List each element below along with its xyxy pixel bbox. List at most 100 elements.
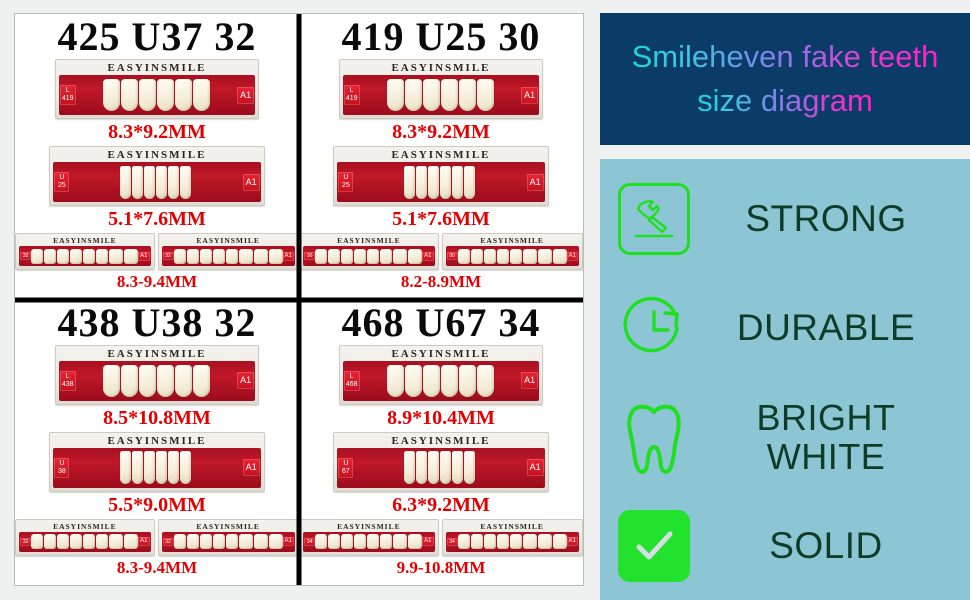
size-card-title: 438 U38 32 xyxy=(57,299,257,345)
tooth xyxy=(496,534,509,549)
upper-dimension-label: 8.5*10.8MM xyxy=(103,406,211,429)
size-card-425-u37-32: 425 U37 32 EASYINSMILE L 419 xyxy=(15,14,299,300)
mold-code-tag: 32 xyxy=(162,537,174,546)
tooth xyxy=(120,165,132,199)
tooth xyxy=(96,248,109,264)
tooth xyxy=(458,79,476,111)
tooth xyxy=(509,534,522,549)
tooth xyxy=(393,248,408,264)
upper-dimension-label: 8.3*9.2MM xyxy=(108,121,206,143)
tooth xyxy=(464,451,476,484)
shade-tag: A1 xyxy=(282,251,294,261)
tooth xyxy=(268,248,283,264)
posterior-dimension-label: 8.2-8.9MM xyxy=(400,272,482,291)
tooth xyxy=(470,248,483,264)
feature-label: BRIGHT WHITE xyxy=(692,398,960,476)
brand-label: EASYINSMILE xyxy=(196,236,260,245)
teeth-row xyxy=(315,532,423,552)
tooth-strip: L 419 A1 xyxy=(58,75,256,115)
tooth-strip: U 67 A1 xyxy=(337,447,545,488)
mold-code-tag: U 67 xyxy=(338,457,354,478)
tooth xyxy=(156,451,168,484)
tooth xyxy=(315,248,328,264)
brand-label: EASYINSMILE xyxy=(196,521,260,531)
tooth xyxy=(404,79,422,111)
tooth xyxy=(173,534,186,549)
tooth xyxy=(404,364,422,397)
shade-tag: A1 xyxy=(526,173,544,191)
shade-tag: A1 xyxy=(422,251,434,261)
tooth xyxy=(457,248,470,264)
tooth xyxy=(120,364,138,397)
tooth xyxy=(428,451,440,484)
mold-code-tag: L 419 xyxy=(343,85,360,105)
tooth xyxy=(552,248,567,264)
brand-label: EASYINSMILE xyxy=(480,521,544,531)
tooth xyxy=(156,364,174,397)
teeth-row xyxy=(76,361,238,401)
posterior-dimension-label: 8.3-9.4MM xyxy=(116,272,198,291)
tooth xyxy=(440,451,452,484)
tooth xyxy=(416,451,428,484)
tooth-strip: U 25 A1 xyxy=(337,162,545,202)
upper-anterior-card: EASYINSMILE L 419 xyxy=(338,59,544,119)
mold-code-tag: 32 xyxy=(20,537,32,546)
tooth xyxy=(470,534,483,549)
tooth-strip: L 438 A1 xyxy=(58,360,256,401)
teeth-row xyxy=(457,246,567,266)
tooth xyxy=(109,534,124,549)
tooth-size-chart-panel: 425 U37 32 EASYINSMILE L 419 xyxy=(14,13,584,586)
size-card-title: 419 U25 30 xyxy=(341,14,541,59)
shade-tag: A1 xyxy=(526,459,544,476)
tooth-strip: 34 A1 xyxy=(303,531,435,552)
tooth xyxy=(440,364,458,397)
posterior-row: EASYINSMILE 32 xyxy=(15,233,299,270)
tooth xyxy=(328,248,341,264)
size-card-419-u25-30: 419 U25 30 EASYINSMILE L 419 xyxy=(299,14,583,300)
tooth xyxy=(83,534,96,549)
tooth xyxy=(268,534,283,549)
tooth xyxy=(31,534,44,549)
tooth xyxy=(174,79,192,111)
tooth-strip: L 468 A1 xyxy=(342,360,540,401)
tooth xyxy=(144,451,156,484)
tooth xyxy=(225,248,238,264)
tooth xyxy=(483,534,496,549)
posterior-card-right: EASYINSMILE 32 xyxy=(157,233,299,270)
tooth xyxy=(70,248,83,264)
promo-title-banner: Smileheven fake teeth size diagram xyxy=(600,13,970,145)
tooth-strip: U 25 A1 xyxy=(53,162,261,202)
teeth-row xyxy=(173,246,283,266)
shade-tag: A1 xyxy=(566,537,578,546)
posterior-card-left: EASYINSMILE 30 xyxy=(299,233,439,270)
teeth-row xyxy=(31,246,139,266)
tooth xyxy=(70,534,83,549)
shade-tag: A1 xyxy=(138,537,150,546)
brand-label: EASYINSMILE xyxy=(107,62,207,74)
tooth xyxy=(393,534,408,549)
shade-tag: A1 xyxy=(521,372,539,389)
lower-dimension-label: 5.1*7.6MM xyxy=(108,208,206,230)
tooth xyxy=(83,248,96,264)
upper-anterior-card: EASYINSMILE L 468 xyxy=(338,344,544,405)
tooth xyxy=(537,534,552,549)
lower-dimension-label: 5.5*9.0MM xyxy=(108,493,206,516)
hammer-icon xyxy=(618,183,690,256)
tooth xyxy=(57,534,70,549)
tooth xyxy=(404,165,416,199)
brand-label: EASYINSMILE xyxy=(107,434,207,447)
shade-tag: A1 xyxy=(237,86,255,104)
tooth xyxy=(44,534,57,549)
tooth xyxy=(253,534,268,549)
lower-dimension-label: 6.3*9.2MM xyxy=(392,493,490,516)
tooth xyxy=(173,248,186,264)
tooth xyxy=(422,364,440,397)
tooth-strip: 34 A1 xyxy=(445,531,579,552)
posterior-card-right: EASYINSMILE 34 xyxy=(441,518,583,556)
tooth xyxy=(476,79,494,111)
clock-restore-icon-wrap xyxy=(616,290,692,366)
brand-label: EASYINSMILE xyxy=(107,347,207,360)
tooth xyxy=(225,534,238,549)
tooth xyxy=(120,79,138,111)
tooth-strip: 32 A1 xyxy=(19,531,151,552)
